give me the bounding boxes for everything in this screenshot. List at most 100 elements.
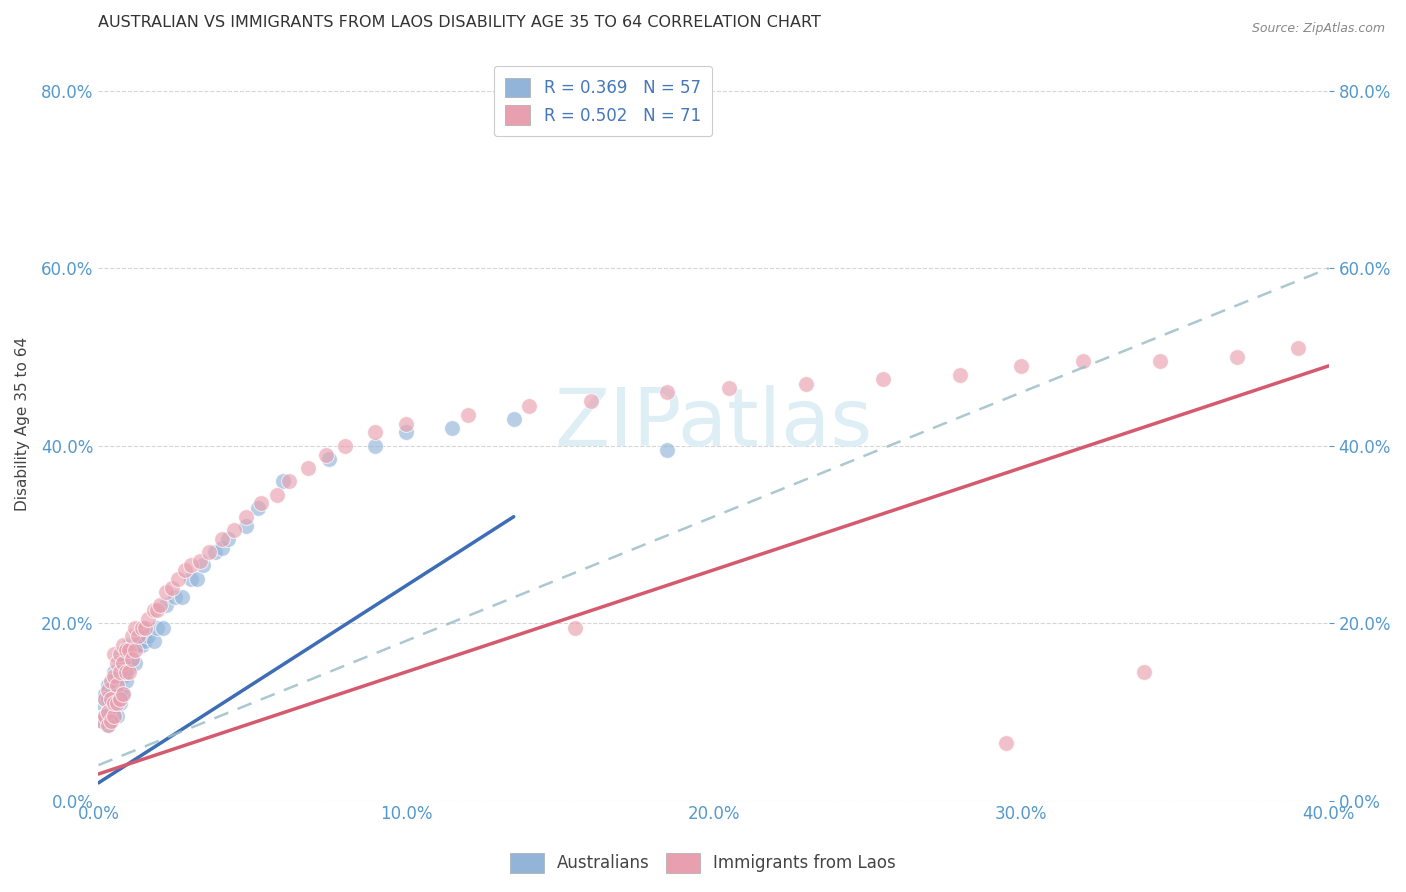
Point [112, 656, 135, 670]
Point [105, 678, 128, 692]
Point [112, 687, 135, 701]
Point [97, 682, 120, 697]
Point [115, 665, 138, 679]
Point [155, 599, 177, 613]
Point [517, 399, 540, 413]
Point [115, 642, 138, 657]
Point [146, 603, 169, 617]
Point [115, 673, 138, 688]
Point [266, 487, 288, 501]
Point [93, 691, 115, 706]
Point [170, 590, 193, 604]
Point [364, 425, 387, 440]
Point [211, 541, 233, 555]
Point [1010, 359, 1032, 373]
Point [105, 709, 128, 723]
Point [134, 634, 156, 648]
Point [180, 572, 202, 586]
Point [108, 687, 131, 701]
Point [124, 621, 146, 635]
Point [136, 612, 159, 626]
Point [121, 630, 143, 644]
Point [142, 634, 165, 648]
Point [100, 714, 122, 728]
Point [152, 621, 174, 635]
Point [657, 385, 679, 400]
Point [97, 691, 120, 706]
Point [794, 376, 817, 391]
Point [93, 709, 115, 723]
Point [198, 545, 221, 559]
Point [100, 691, 122, 706]
Point [108, 647, 131, 661]
Point [108, 651, 131, 665]
Point [457, 408, 479, 422]
Point [105, 687, 128, 701]
Point [105, 696, 128, 710]
Point [142, 603, 165, 617]
Point [155, 585, 177, 599]
Point [103, 669, 125, 683]
Point [217, 532, 239, 546]
Point [146, 621, 169, 635]
Point [333, 439, 356, 453]
Point [191, 558, 214, 573]
Point [1071, 354, 1094, 368]
Point [188, 554, 211, 568]
Point [173, 563, 195, 577]
Point [93, 691, 115, 706]
Point [93, 687, 115, 701]
Point [235, 509, 257, 524]
Point [131, 638, 153, 652]
Point [97, 705, 120, 719]
Point [108, 665, 131, 679]
Point [167, 572, 190, 586]
Point [105, 656, 128, 670]
Point [103, 678, 125, 692]
Point [100, 709, 122, 723]
Point [93, 709, 115, 723]
Point [121, 651, 143, 665]
Point [297, 461, 319, 475]
Point [204, 545, 226, 559]
Point [118, 660, 141, 674]
Text: AUSTRALIAN VS IMMIGRANTS FROM LAOS DISABILITY AGE 35 TO 64 CORRELATION CHART: AUSTRALIAN VS IMMIGRANTS FROM LAOS DISAB… [98, 15, 821, 30]
Point [118, 638, 141, 652]
Point [134, 621, 156, 635]
Point [97, 678, 120, 692]
Point [1286, 341, 1309, 355]
Point [165, 590, 187, 604]
Text: Source: ZipAtlas.com: Source: ZipAtlas.com [1251, 22, 1385, 36]
Point [136, 630, 159, 644]
Point [105, 669, 128, 683]
Point [994, 736, 1017, 750]
Point [364, 439, 387, 453]
Point [121, 651, 143, 665]
Point [149, 599, 172, 613]
Point [112, 669, 135, 683]
Point [162, 581, 184, 595]
Point [222, 523, 245, 537]
Point [127, 638, 149, 652]
Point [131, 621, 153, 635]
Point [103, 700, 125, 714]
Point [103, 709, 125, 723]
Text: ZIPatlas: ZIPatlas [554, 384, 873, 463]
Point [97, 718, 120, 732]
Point [112, 656, 135, 670]
Point [717, 381, 740, 395]
Point [949, 368, 972, 382]
Point [1149, 354, 1171, 368]
Point [127, 630, 149, 644]
Point [579, 394, 602, 409]
Point [211, 532, 233, 546]
Point [100, 673, 122, 688]
Point [124, 638, 146, 652]
Legend: Australians, Immigrants from Laos: Australians, Immigrants from Laos [503, 847, 903, 880]
Point [118, 642, 141, 657]
Point [112, 687, 135, 701]
Point [103, 647, 125, 661]
Point [318, 452, 340, 467]
Y-axis label: Disability Age 35 to 64: Disability Age 35 to 64 [15, 336, 30, 510]
Point [395, 417, 418, 431]
